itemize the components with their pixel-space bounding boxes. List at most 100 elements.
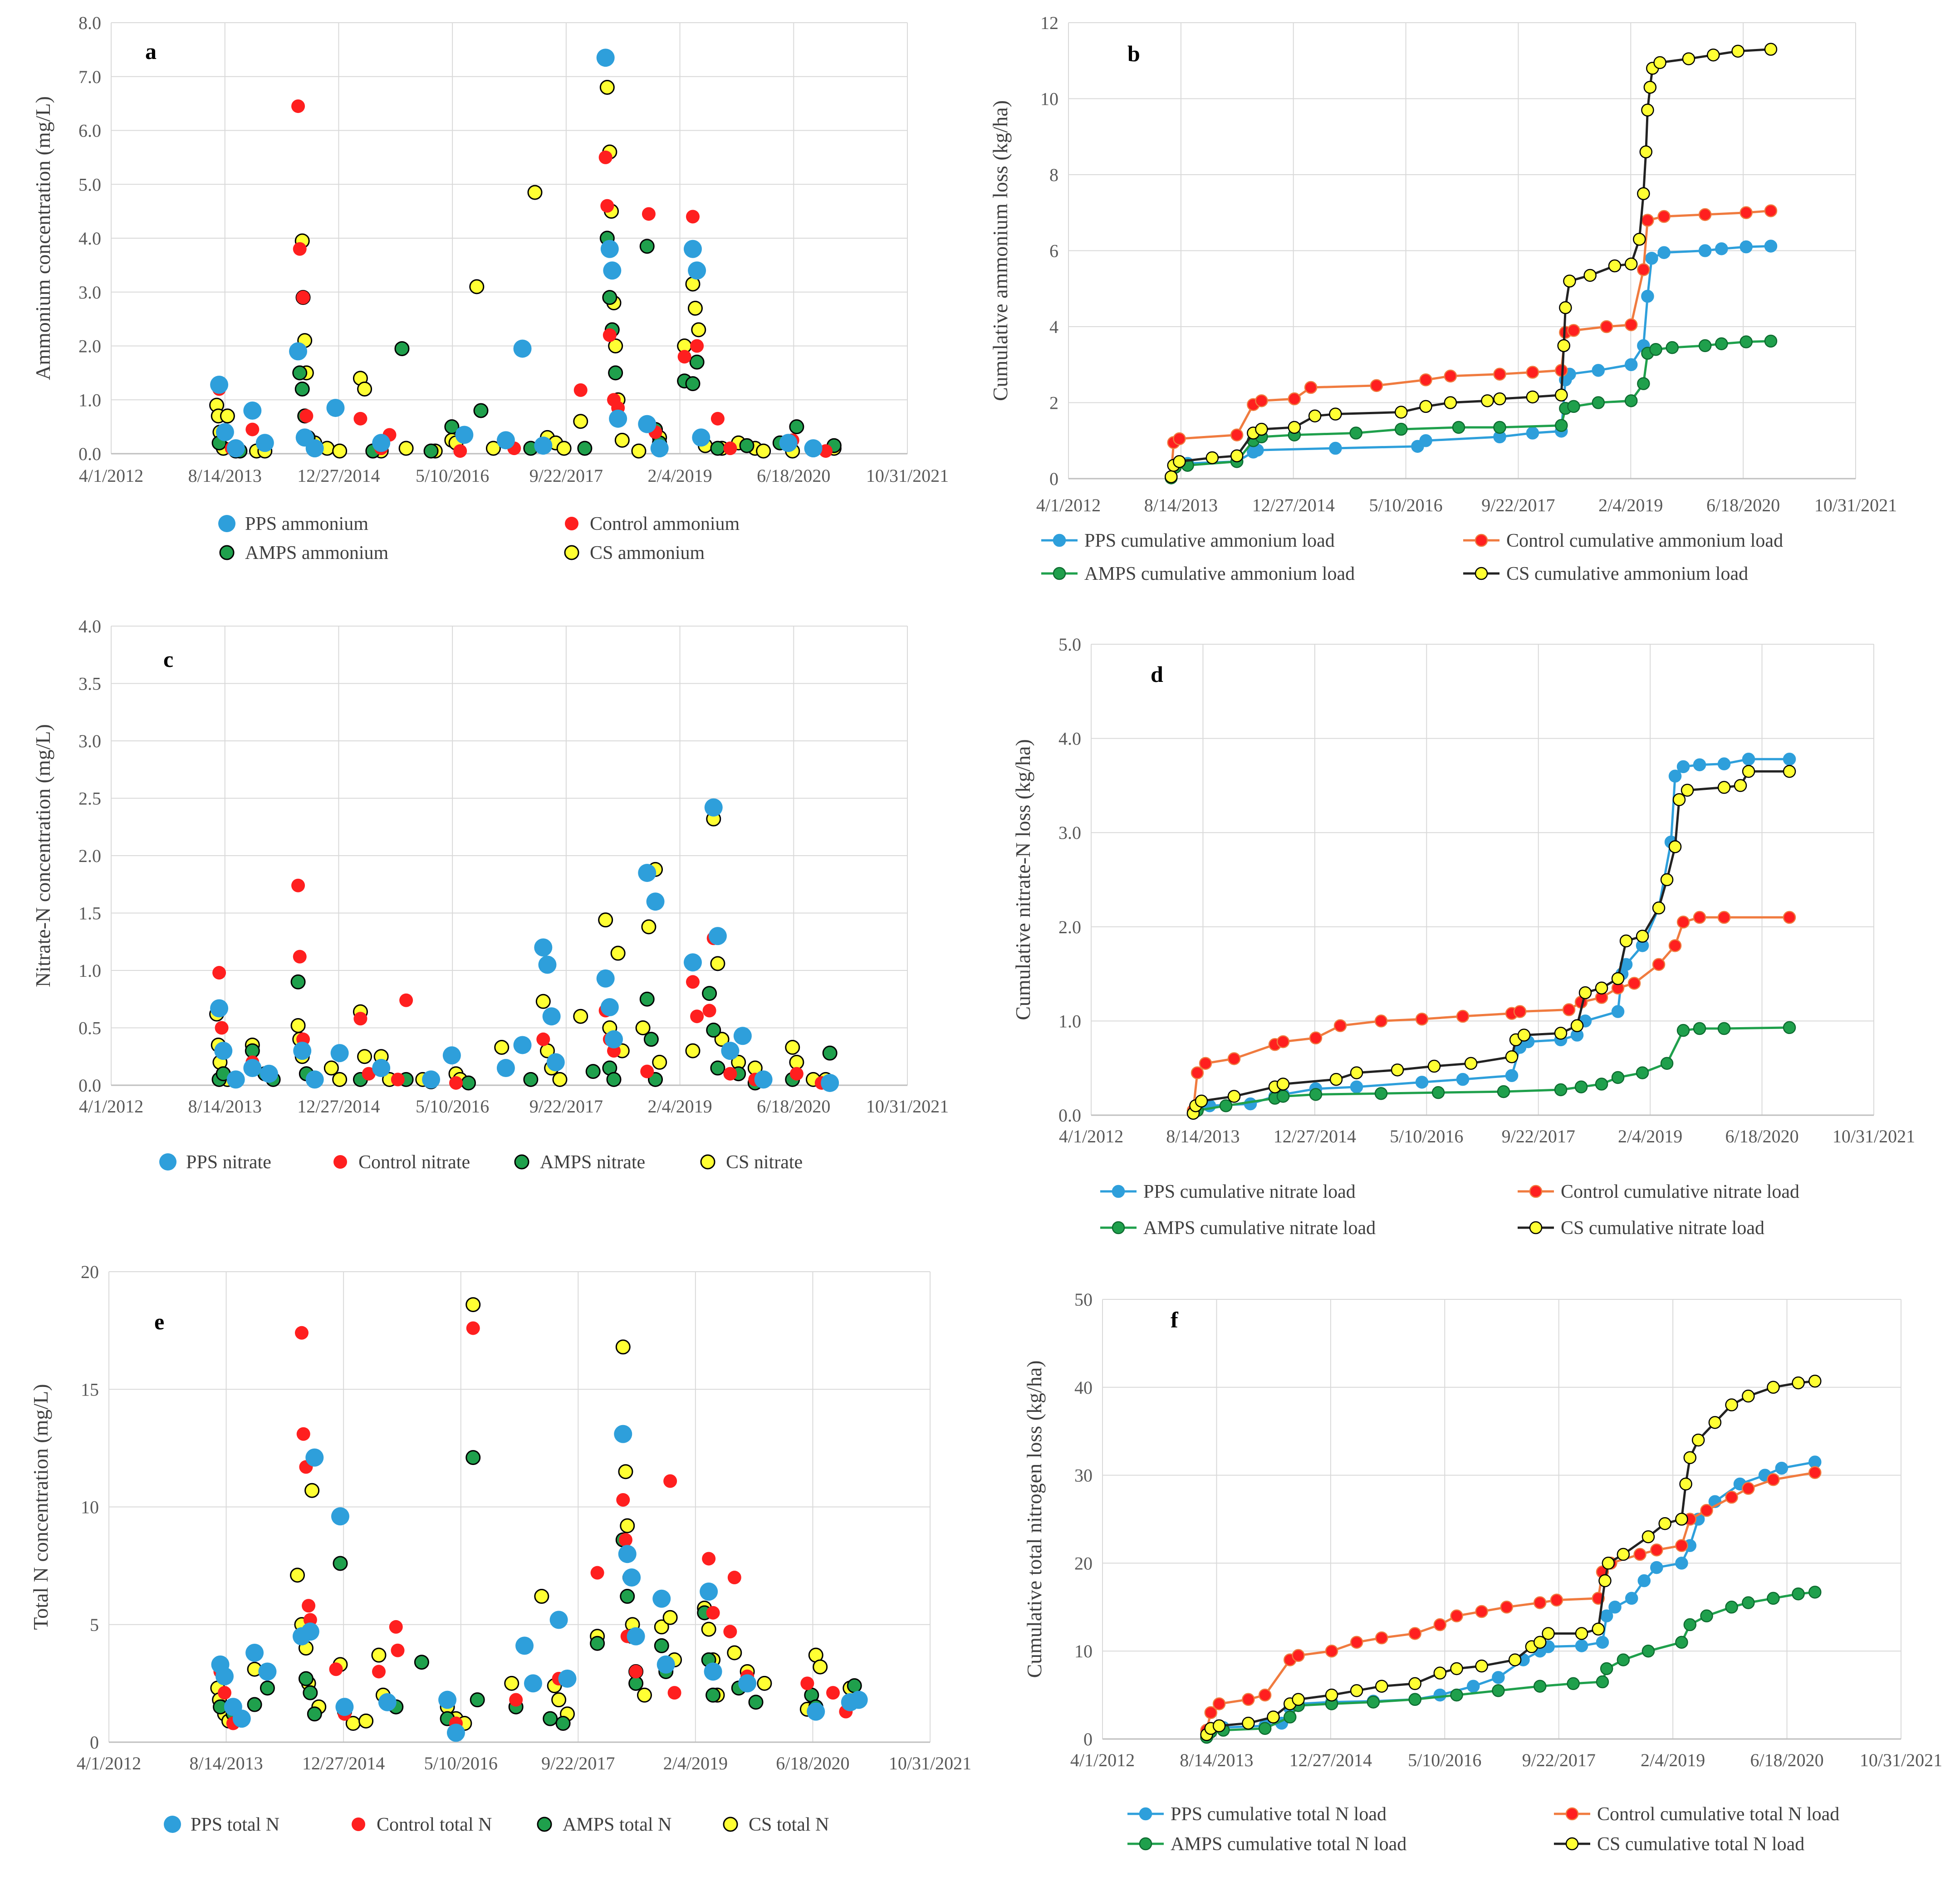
- legend-item: CS nitrate: [700, 1152, 803, 1173]
- data-point: [602, 290, 617, 305]
- data-point: [657, 1655, 675, 1674]
- data-point: [362, 1067, 376, 1081]
- x-tick-label: 12/27/2014: [297, 465, 380, 486]
- data-point: [1205, 451, 1219, 465]
- series-pps: [210, 49, 823, 458]
- data-point: [1624, 257, 1638, 271]
- data-point: [1698, 244, 1712, 257]
- data-point: [289, 342, 308, 361]
- data-point: [1408, 1627, 1421, 1640]
- data-point: [727, 1645, 742, 1661]
- data-point: [1808, 1466, 1822, 1479]
- data-point: [1227, 1090, 1241, 1103]
- data-point: [600, 998, 619, 1016]
- y-tick-label: 5.0: [1058, 634, 1081, 655]
- legend-item: Control nitrate: [333, 1152, 470, 1173]
- data-point: [372, 1059, 391, 1078]
- data-point: [210, 376, 229, 394]
- data-point: [706, 1606, 720, 1620]
- data-point: [1592, 396, 1605, 409]
- data-point: [335, 1698, 354, 1716]
- data-point: [1642, 1530, 1655, 1543]
- data-point: [1783, 765, 1796, 778]
- data-point: [573, 1009, 588, 1024]
- data-point: [641, 919, 657, 935]
- data-point: [702, 1004, 716, 1018]
- data-point: [1717, 1022, 1731, 1035]
- panel-letter: e: [154, 1309, 164, 1334]
- y-tick-label: 1.5: [78, 903, 101, 924]
- data-point: [1676, 760, 1690, 774]
- x-tick-label: 8/14/2013: [1166, 1126, 1240, 1146]
- series-cs: [210, 1297, 858, 1731]
- data-point: [538, 955, 557, 974]
- data-point: [1433, 1666, 1447, 1680]
- data-point: [258, 1662, 277, 1681]
- x-tick-label: 9/22/2017: [529, 1096, 603, 1117]
- data-point: [422, 1070, 441, 1089]
- data-point: [821, 1073, 839, 1092]
- data-point: [1641, 289, 1654, 303]
- data-point: [1650, 1543, 1663, 1557]
- data-point: [822, 1045, 838, 1061]
- data-point: [1592, 1622, 1605, 1636]
- legend-item: AMPS cumulative nitrate load: [1100, 1218, 1376, 1239]
- gridlines: [111, 22, 908, 454]
- data-point: [748, 1695, 764, 1710]
- data-point: [1419, 434, 1432, 447]
- x-tick-label: 9/22/2017: [1522, 1750, 1596, 1770]
- legend-label: Control cumulative total N load: [1597, 1804, 1839, 1825]
- data-point: [291, 878, 305, 892]
- data-point: [1292, 1693, 1305, 1706]
- legend-item: Control total N: [352, 1814, 492, 1835]
- data-point: [1575, 1639, 1588, 1652]
- legend-item: Control cumulative total N load: [1554, 1804, 1839, 1825]
- data-point: [243, 402, 262, 420]
- panel-letter: a: [145, 39, 157, 64]
- legend-label: CS ammonium: [590, 543, 705, 563]
- legend-label: PPS cumulative total N load: [1171, 1804, 1387, 1825]
- data-point: [1637, 1574, 1651, 1587]
- data-point: [683, 953, 702, 972]
- x-tick-label: 5/10/2016: [1408, 1750, 1481, 1770]
- data-point: [1676, 1024, 1690, 1037]
- data-point: [622, 1568, 641, 1587]
- data-point: [1559, 301, 1572, 314]
- x-tick-label: 9/22/2017: [1502, 1126, 1575, 1146]
- data-point: [1563, 274, 1576, 288]
- data-point: [1550, 1593, 1563, 1607]
- x-tick-label: 6/18/2020: [1706, 495, 1780, 515]
- x-tick-label: 8/14/2013: [1180, 1750, 1253, 1770]
- data-point: [1475, 1605, 1488, 1618]
- data-point: [332, 443, 348, 459]
- x-tick-label: 8/14/2013: [1144, 495, 1218, 515]
- x-tick-label: 5/10/2016: [1390, 1126, 1463, 1146]
- data-point: [1526, 390, 1539, 404]
- data-point: [631, 443, 647, 459]
- data-point: [534, 436, 553, 455]
- data-point: [214, 1042, 233, 1060]
- data-point: [290, 974, 306, 989]
- data-point: [1497, 1085, 1510, 1098]
- x-tick-label: 2/4/2019: [1618, 1126, 1682, 1146]
- y-tick-label: 8: [1049, 165, 1058, 185]
- data-point: [1427, 1059, 1441, 1073]
- data-point: [1230, 449, 1244, 462]
- data-point: [1783, 753, 1796, 766]
- data-point: [585, 1064, 601, 1079]
- data-point: [1493, 392, 1506, 406]
- y-tick-label: 20: [81, 1262, 99, 1282]
- legend-item: AMPS total N: [537, 1814, 671, 1835]
- data-point: [1467, 1680, 1480, 1693]
- legend-item: AMPS cumulative total N load: [1127, 1834, 1406, 1855]
- data-point: [323, 1060, 339, 1076]
- data-point: [688, 261, 706, 280]
- data-point: [438, 1690, 457, 1709]
- data-point: [757, 1675, 772, 1691]
- legend-item: CS ammonium: [564, 543, 705, 563]
- y-tick-label: 0.0: [78, 444, 101, 464]
- legend: PPS cumulative ammonium load Control cumu…: [1041, 530, 1783, 584]
- data-point: [371, 1647, 387, 1663]
- y-axis-title: Cumulative total nitrogen loss (kg/ha): [1023, 1360, 1046, 1678]
- series-amps: [1186, 1021, 1796, 1120]
